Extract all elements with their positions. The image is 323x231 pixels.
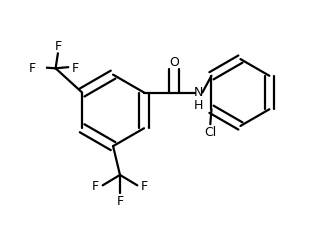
Text: F: F [92, 179, 99, 192]
Text: F: F [141, 179, 148, 192]
Text: F: F [116, 194, 124, 207]
Text: H: H [193, 98, 203, 111]
Text: F: F [72, 61, 79, 74]
Text: F: F [28, 61, 36, 74]
Text: F: F [54, 40, 61, 53]
Text: O: O [169, 56, 179, 69]
Text: N: N [193, 85, 203, 98]
Text: Cl: Cl [204, 125, 216, 138]
